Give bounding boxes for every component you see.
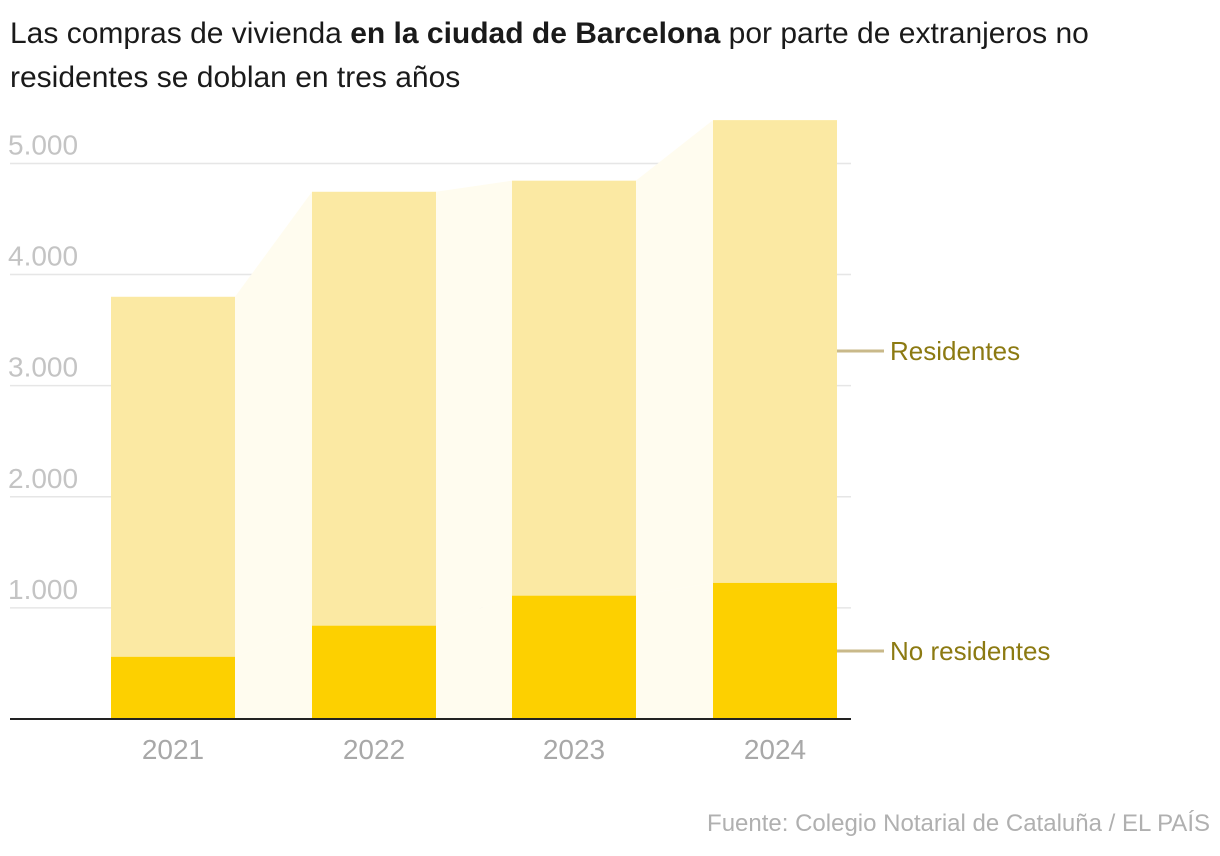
x-axis-labels: 2021 2022 2023 2024 <box>142 734 806 765</box>
x-tick-label: 2022 <box>343 734 405 765</box>
title-bold: en la ciudad de Barcelona <box>350 17 721 50</box>
bar-no-residentes <box>111 656 235 719</box>
y-tick-label: 1.000 <box>8 574 78 605</box>
chart-title: Las compras de vivienda en la ciudad de … <box>10 12 1210 100</box>
bar-no-residentes <box>713 582 837 719</box>
connector-residentes <box>436 180 512 626</box>
x-tick-label: 2023 <box>543 734 605 765</box>
x-tick-label: 2024 <box>744 734 806 765</box>
y-tick-label: 2.000 <box>8 463 78 494</box>
bar-residentes <box>111 296 235 657</box>
legend: Residentes No residentes <box>837 336 1050 666</box>
x-tick-label: 2021 <box>142 734 204 765</box>
bar-connectors <box>235 120 713 719</box>
connector-no-residentes <box>636 582 713 719</box>
connector-no-residentes <box>235 625 312 719</box>
bar-no-residentes <box>312 625 436 719</box>
connector-residentes <box>636 120 713 596</box>
legend-label-residentes: Residentes <box>890 336 1020 366</box>
connector-no-residentes <box>436 595 512 719</box>
y-tick-label: 4.000 <box>8 241 78 272</box>
bar-no-residentes <box>512 595 636 719</box>
y-axis-ticks: 1.000 2.000 3.000 4.000 5.000 <box>8 129 78 604</box>
legend-label-no-residentes: No residentes <box>890 636 1050 666</box>
bars <box>111 120 837 719</box>
bar-residentes <box>312 191 436 626</box>
title-part1: Las compras de vivienda <box>10 17 351 50</box>
bar-residentes <box>512 180 636 596</box>
title-part2: por parte de extranjeros no residentes s… <box>10 17 1089 94</box>
y-tick-label: 5.000 <box>8 129 78 160</box>
connector-residentes <box>235 191 312 657</box>
y-tick-label: 3.000 <box>8 352 78 383</box>
source-note: Fuente: Colegio Notarial de Cataluña / E… <box>707 810 1210 837</box>
bar-residentes <box>713 120 837 583</box>
